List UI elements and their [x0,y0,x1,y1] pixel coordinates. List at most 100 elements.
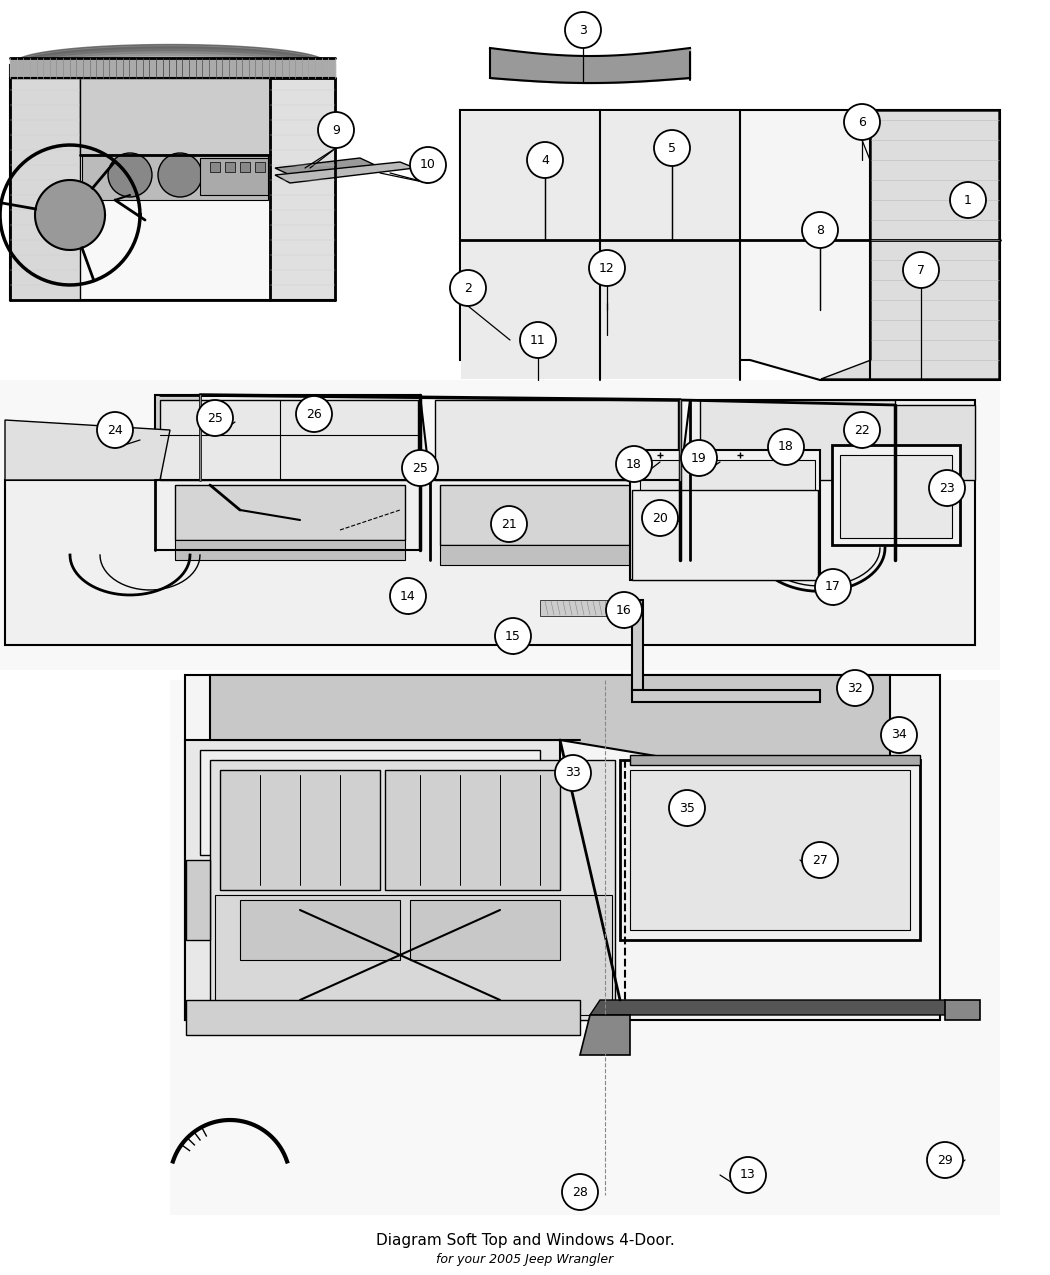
Text: 24: 24 [107,423,123,436]
Polygon shape [10,78,80,300]
Polygon shape [185,740,560,1020]
Polygon shape [170,680,1000,1215]
Polygon shape [210,760,615,1020]
Text: 33: 33 [565,766,581,779]
Circle shape [927,1142,963,1178]
Polygon shape [270,78,335,300]
Polygon shape [461,241,598,379]
Circle shape [410,147,446,184]
Circle shape [606,592,642,629]
Circle shape [815,569,851,606]
Text: 12: 12 [600,261,615,274]
Text: 14: 14 [400,589,416,603]
Text: 15: 15 [505,630,521,643]
Circle shape [837,669,873,706]
Polygon shape [601,111,739,238]
Circle shape [589,250,625,286]
Polygon shape [0,380,1000,669]
Polygon shape [840,455,952,538]
Text: 32: 32 [847,682,863,695]
Polygon shape [632,601,643,690]
Polygon shape [160,400,418,479]
Polygon shape [410,900,560,960]
Polygon shape [440,544,675,565]
Text: Diagram Soft Top and Windows 4-Door.: Diagram Soft Top and Windows 4-Door. [376,1233,674,1247]
Polygon shape [590,1000,956,1015]
Circle shape [642,500,678,536]
Text: 18: 18 [778,440,794,454]
Polygon shape [210,674,890,760]
Polygon shape [80,78,270,156]
Text: 19: 19 [691,451,707,464]
Polygon shape [255,162,265,172]
Polygon shape [10,65,335,300]
Polygon shape [35,180,105,250]
Text: 13: 13 [740,1168,756,1182]
Circle shape [669,790,705,826]
Text: 10: 10 [420,158,436,172]
Polygon shape [630,755,920,765]
Polygon shape [220,770,380,890]
Circle shape [654,130,690,166]
Polygon shape [186,1000,580,1035]
Circle shape [681,440,717,476]
Circle shape [158,153,202,198]
Circle shape [495,618,531,654]
Text: 6: 6 [858,116,866,129]
Polygon shape [185,674,940,1020]
Text: 11: 11 [530,334,546,347]
Text: 3: 3 [579,23,587,37]
Polygon shape [215,895,612,1015]
Circle shape [527,142,563,179]
Polygon shape [200,750,540,856]
Polygon shape [945,1000,980,1020]
Circle shape [491,506,527,542]
Text: 16: 16 [616,603,632,617]
Polygon shape [832,445,960,544]
Text: 4: 4 [541,153,549,167]
Text: 25: 25 [207,412,223,425]
Polygon shape [580,1015,630,1054]
Circle shape [197,400,233,436]
Polygon shape [240,162,250,172]
Text: 5: 5 [668,142,676,154]
Text: 29: 29 [937,1154,953,1167]
Polygon shape [175,541,405,560]
Circle shape [296,397,332,432]
Polygon shape [630,450,820,580]
Text: 8: 8 [816,223,824,236]
Circle shape [450,270,486,306]
Circle shape [390,578,426,615]
Circle shape [97,412,133,448]
Text: 20: 20 [652,511,668,524]
Polygon shape [200,158,268,195]
Circle shape [402,450,438,486]
Polygon shape [225,162,235,172]
Circle shape [802,842,838,878]
Polygon shape [540,601,640,616]
Polygon shape [186,861,210,940]
Text: 34: 34 [891,728,907,742]
Polygon shape [240,900,400,960]
Polygon shape [630,770,910,929]
Polygon shape [385,770,560,890]
Polygon shape [821,111,999,379]
Polygon shape [155,395,200,479]
Polygon shape [5,419,170,479]
Circle shape [844,412,880,448]
Polygon shape [461,111,598,238]
Polygon shape [275,162,415,184]
Circle shape [881,717,917,754]
Text: 27: 27 [812,853,828,867]
Polygon shape [640,460,815,570]
Circle shape [903,252,939,288]
Polygon shape [632,690,820,703]
Polygon shape [275,158,375,175]
Circle shape [950,182,986,218]
Text: 7: 7 [917,264,925,277]
Text: 1: 1 [964,194,972,207]
Circle shape [730,1156,766,1193]
Circle shape [555,755,591,790]
Text: 22: 22 [854,423,869,436]
Polygon shape [5,395,975,645]
